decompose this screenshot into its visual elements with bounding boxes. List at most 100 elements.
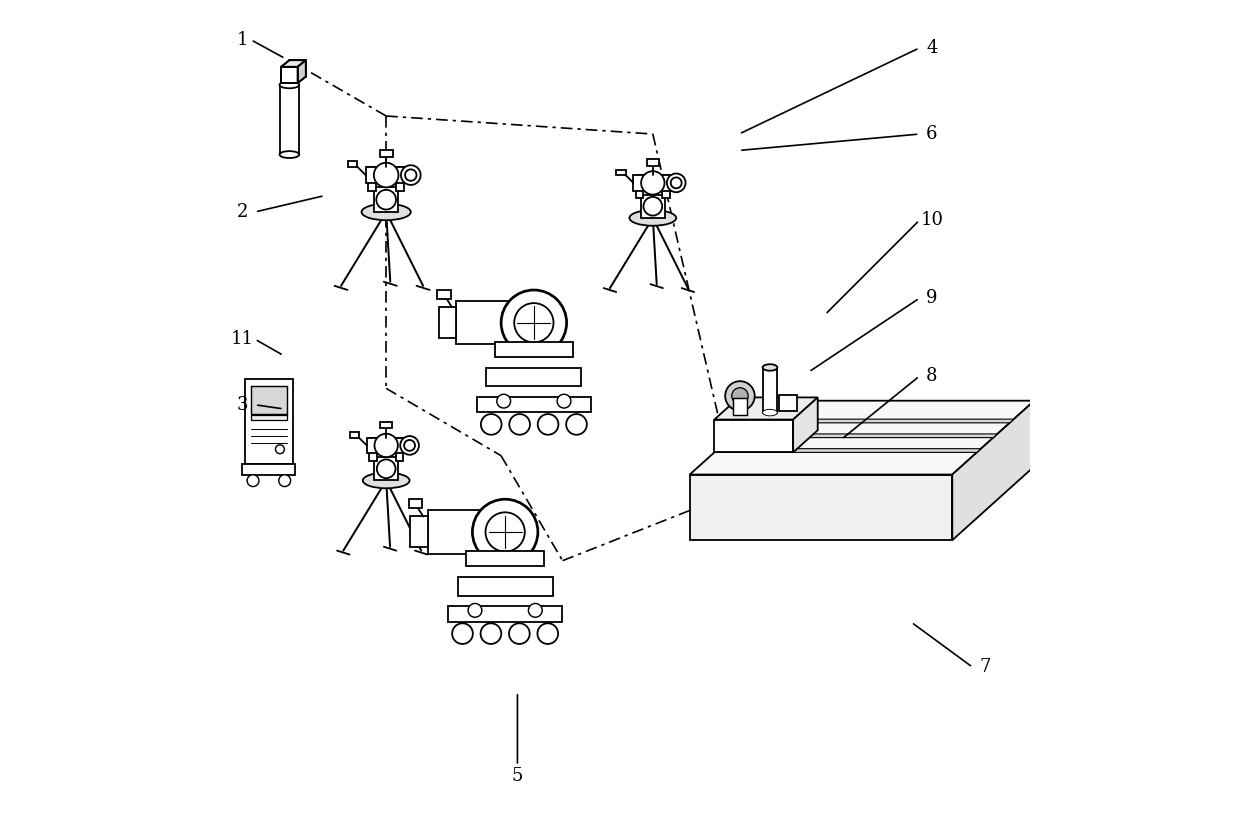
Text: 4: 4: [926, 39, 937, 57]
Text: 10: 10: [920, 211, 944, 229]
Circle shape: [486, 512, 525, 552]
Circle shape: [374, 163, 398, 188]
Bar: [456, 301, 534, 344]
Bar: [374, 457, 398, 481]
Circle shape: [497, 394, 511, 408]
Circle shape: [481, 414, 501, 434]
Circle shape: [725, 381, 755, 411]
Bar: [449, 606, 562, 621]
Circle shape: [472, 499, 538, 565]
Circle shape: [401, 165, 420, 185]
Bar: [279, 85, 299, 154]
Polygon shape: [689, 474, 952, 540]
Bar: [368, 167, 376, 192]
Bar: [641, 195, 665, 218]
Text: 2: 2: [237, 203, 248, 221]
Circle shape: [641, 171, 665, 195]
Bar: [379, 150, 393, 157]
Bar: [350, 432, 358, 438]
Ellipse shape: [362, 204, 410, 221]
Circle shape: [515, 303, 553, 343]
Circle shape: [374, 434, 398, 457]
Polygon shape: [794, 397, 817, 453]
Bar: [439, 307, 456, 339]
Bar: [733, 398, 746, 415]
Bar: [379, 422, 392, 428]
Circle shape: [510, 414, 529, 434]
Circle shape: [247, 475, 259, 487]
Text: 5: 5: [512, 767, 523, 785]
Circle shape: [537, 624, 558, 644]
Polygon shape: [281, 67, 298, 83]
Circle shape: [401, 436, 419, 455]
Polygon shape: [714, 420, 794, 453]
Text: 11: 11: [231, 330, 254, 349]
Bar: [250, 386, 286, 414]
Circle shape: [538, 414, 558, 434]
Circle shape: [481, 624, 501, 644]
Bar: [458, 577, 553, 596]
Circle shape: [508, 624, 529, 644]
Bar: [486, 368, 582, 387]
Bar: [396, 167, 404, 192]
Bar: [779, 395, 797, 411]
Bar: [366, 167, 407, 183]
Bar: [763, 368, 777, 413]
Circle shape: [667, 173, 686, 192]
Polygon shape: [952, 401, 1034, 540]
Polygon shape: [714, 449, 981, 453]
Circle shape: [557, 394, 570, 408]
Circle shape: [279, 475, 290, 487]
Bar: [495, 342, 573, 357]
Ellipse shape: [763, 410, 777, 415]
Circle shape: [467, 604, 482, 617]
Bar: [634, 175, 672, 191]
Ellipse shape: [763, 364, 777, 371]
Bar: [636, 175, 644, 198]
Text: 9: 9: [926, 289, 937, 307]
Bar: [466, 551, 544, 567]
Circle shape: [528, 604, 542, 617]
Bar: [409, 499, 423, 508]
Circle shape: [671, 178, 682, 188]
Polygon shape: [748, 419, 1014, 423]
Bar: [243, 463, 295, 475]
Circle shape: [453, 624, 472, 644]
Circle shape: [275, 445, 284, 453]
Ellipse shape: [630, 210, 676, 225]
Bar: [244, 379, 293, 463]
Circle shape: [567, 414, 587, 434]
Bar: [438, 290, 451, 299]
Polygon shape: [281, 60, 306, 67]
Bar: [374, 188, 398, 212]
Circle shape: [501, 290, 567, 355]
Text: 3: 3: [237, 396, 248, 414]
Ellipse shape: [279, 151, 299, 158]
Circle shape: [644, 197, 662, 216]
Bar: [646, 159, 658, 166]
Circle shape: [732, 387, 748, 404]
Bar: [410, 516, 428, 548]
Bar: [477, 396, 590, 412]
Bar: [428, 510, 505, 553]
Ellipse shape: [363, 472, 409, 488]
Text: 8: 8: [926, 367, 937, 385]
Text: 7: 7: [980, 658, 991, 676]
Bar: [396, 438, 403, 461]
Circle shape: [405, 169, 417, 181]
Circle shape: [376, 190, 396, 210]
Polygon shape: [714, 397, 817, 420]
Ellipse shape: [279, 82, 299, 88]
Bar: [367, 438, 405, 453]
Text: 6: 6: [926, 125, 937, 143]
Circle shape: [404, 440, 415, 451]
Circle shape: [377, 459, 396, 478]
Polygon shape: [689, 401, 1034, 474]
Bar: [616, 169, 625, 175]
Bar: [662, 175, 670, 198]
Bar: [347, 161, 357, 167]
Polygon shape: [730, 434, 997, 438]
Bar: [370, 438, 377, 461]
Polygon shape: [298, 60, 306, 83]
Bar: [250, 415, 286, 420]
